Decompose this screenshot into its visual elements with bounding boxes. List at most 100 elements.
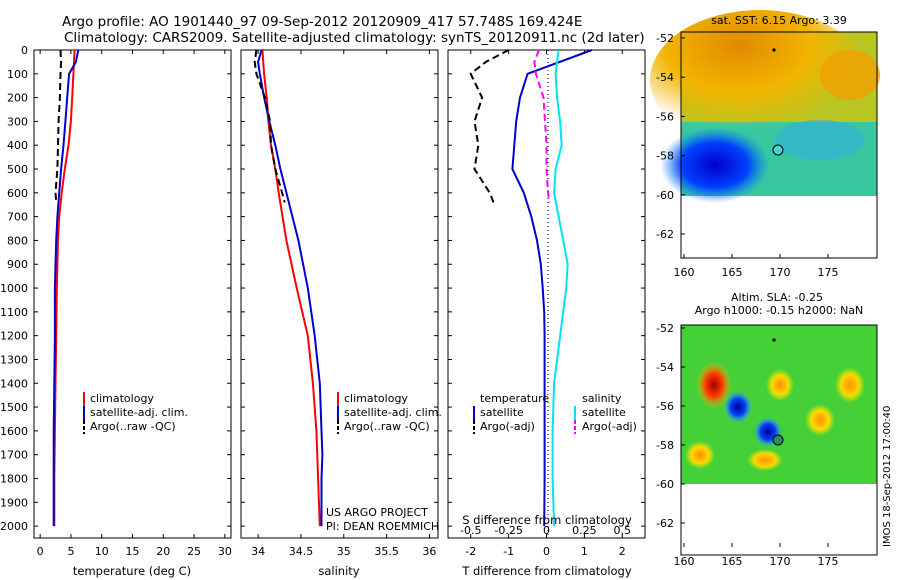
depth-tick-label: 400 [7, 139, 28, 152]
x-tick-label: 10 [95, 545, 109, 558]
depth-tick-label: 1100 [0, 306, 28, 319]
sla-map-panel: -52 -54 -56 -58 -60 -62 160 165 170 175 Altim. S… [656, 291, 878, 568]
depth-tick-label: 100 [7, 68, 28, 81]
series-line-argo-raw-qc [253, 49, 286, 203]
depth-tick-label: 1400 [0, 377, 28, 390]
x-tick-label: 1 [581, 545, 588, 558]
depth-tick-label: 1700 [0, 449, 28, 462]
imos-timestamp: IMOS 18-Sep-2012 17:00:40 [882, 406, 893, 547]
legend-argo-label: Argo(..raw -QC) [90, 420, 176, 433]
temperature-panel: 0100200300400500600700800900100011001200… [0, 44, 232, 578]
difference-profile-lines [469, 49, 593, 527]
series-line-climatology [261, 49, 321, 527]
sst-warm-core [650, 10, 870, 150]
legend-temperature-header: temperature [480, 392, 549, 405]
salinity-axes-frame [240, 49, 439, 539]
depth-tick-label: 1000 [0, 282, 28, 295]
x-tick-label: 2 [619, 545, 626, 558]
salinity-profile-lines [253, 49, 324, 527]
series-line-salinity-satellite [551, 49, 569, 527]
sla-map-frame [680, 324, 878, 556]
difference-axes-frame [447, 49, 646, 539]
depth-tick-label: 500 [7, 163, 28, 176]
lat-tick-label: -54 [656, 71, 674, 84]
sla-warm-eddy-west [696, 361, 732, 409]
legend-s-argo-label: Argo(-adj) [582, 420, 637, 433]
s-difference-tick-labels: -0.5 -0.25 0 0.25 0.5 [460, 524, 631, 537]
series-line-temperature-satellite [511, 49, 593, 527]
lat-tick-label: -56 [656, 110, 674, 123]
x-tick-label: 35.5 [374, 545, 399, 558]
depth-tick-label: 1200 [0, 330, 28, 343]
legend-argo-label: Argo(..raw -QC) [344, 420, 430, 433]
sla-map-title-2: Argo h1000: -0.15 h2000: NaN [695, 304, 864, 317]
salinity-panel: 34 34.5 35 35.5 36 salinity climatology sate… [240, 49, 442, 578]
title-line-2: Climatology: CARS2009. Satellite-adjuste… [64, 30, 645, 46]
lon-tick-label: 170 [770, 555, 791, 568]
sla-positive-eddy-southwest [685, 441, 715, 469]
lat-tick-label: -62 [656, 228, 674, 241]
temperature-axis-label: temperature (deg C) [73, 564, 191, 578]
legend-climatology-label: climatology [90, 392, 154, 405]
sla-positive-eddy-south [747, 449, 783, 471]
sla-cold-eddy-west [723, 390, 753, 424]
lat-tick-label: -60 [656, 478, 674, 491]
legend-t-argo-label: Argo(-adj) [480, 420, 535, 433]
s-difference-tick-label: -0.25 [494, 524, 522, 537]
temperature-tick-labels: 0 5 10 15 20 25 30 [37, 50, 232, 558]
depth-tick-label: 700 [7, 211, 28, 224]
difference-legend: temperature salinity satellite Argo(-adj… [473, 392, 637, 434]
x-tick-label: 20 [156, 545, 170, 558]
depth-tick-label: 900 [7, 258, 28, 271]
lon-tick-label: 165 [722, 555, 743, 568]
series-line-salinity-argo-adj [533, 49, 551, 203]
legend-s-satellite-label: satellite [582, 406, 626, 419]
argo-float-marker [772, 434, 784, 446]
x-tick-label: -1 [503, 545, 514, 558]
s-difference-tick-label: 0.25 [572, 524, 597, 537]
depth-tick-label: 600 [7, 187, 28, 200]
depth-tick-label: 0 [21, 44, 28, 57]
depth-tick-label: 300 [7, 115, 28, 128]
lat-tick-label: -58 [656, 150, 674, 163]
credit-line-1: US ARGO PROJECT [326, 506, 428, 519]
sla-positive-eddy-mid [805, 404, 835, 436]
map-dot-marker [772, 338, 776, 342]
salinity-depth-ticks [241, 49, 438, 527]
sla-map-title-1: Altim. SLA: -0.25 [731, 291, 823, 304]
lon-tick-label: 160 [674, 266, 695, 279]
x-tick-label: 36 [422, 545, 436, 558]
salinity-tick-labels: 34 34.5 35 35.5 36 [251, 50, 436, 558]
sla-lat-tick-labels: -52 -54 -56 -58 -60 -62 [656, 322, 685, 530]
t-difference-tick-labels: -2 -1 0 1 2 [465, 50, 626, 558]
map-dot-marker [772, 48, 776, 52]
depth-tick-label: 2000 [0, 520, 28, 533]
series-line-argo-raw-qc [54, 49, 63, 203]
lat-tick-label: -54 [656, 361, 674, 374]
depth-tick-label: 1800 [0, 472, 28, 485]
lat-tick-label: -60 [656, 189, 674, 202]
legend-salinity-header: salinity [582, 392, 622, 405]
lon-tick-label: 175 [818, 266, 839, 279]
x-tick-label: 0 [37, 545, 44, 558]
series-line-satellite-adj-clim [257, 49, 324, 527]
depth-tick-label: 200 [7, 92, 28, 105]
difference-depth-ticks [448, 49, 645, 527]
title-line-1: Argo profile: AO 1901440_97 09-Sep-2012 … [62, 14, 582, 30]
sla-lon-tick-labels: 160 165 170 175 [674, 543, 839, 568]
depth-tick-label: 800 [7, 234, 28, 247]
lat-tick-label: -56 [656, 400, 674, 413]
depth-tick-label: 1500 [0, 401, 28, 414]
x-tick-label: 25 [187, 545, 201, 558]
sst-lat-tick-labels: -52 -54 -56 -58 -60 -62 [656, 32, 685, 241]
lon-tick-label: 175 [818, 555, 839, 568]
sst-cold-pool [660, 127, 770, 203]
sst-map-panel: -52 -54 -56 -58 -60 -62 160 165 170 175 sat. SST… [650, 10, 880, 279]
x-tick-label: 5 [67, 545, 74, 558]
salinity-legend: climatology satellite-adj. clim. Argo(..… [337, 392, 442, 434]
lat-tick-label: -52 [656, 322, 674, 335]
lon-tick-label: 170 [770, 266, 791, 279]
series-line-temperature-argo-adj [469, 49, 510, 203]
depth-tick-label: 1600 [0, 425, 28, 438]
